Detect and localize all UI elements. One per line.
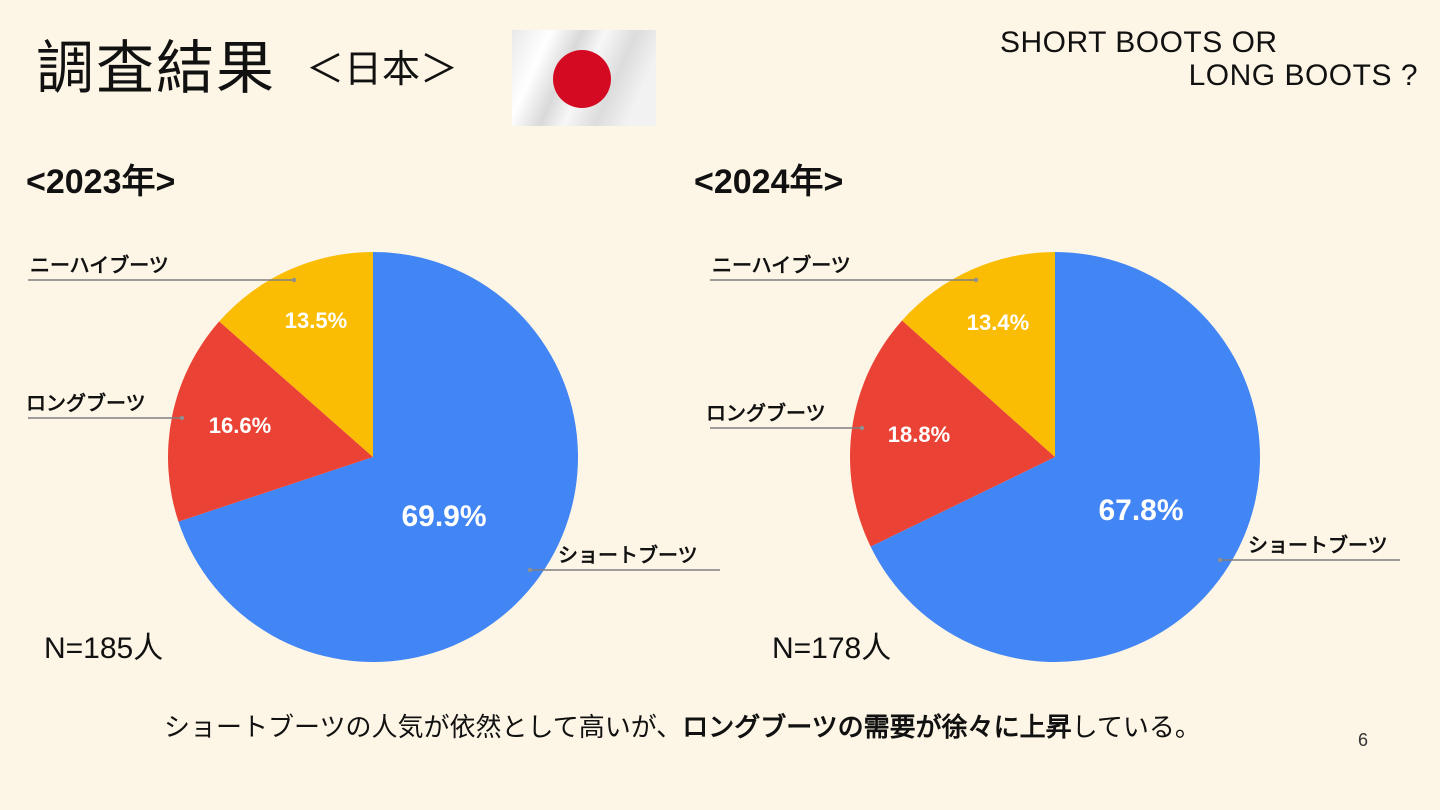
chart-2023-leader-dot-short-boots [527,567,533,573]
chart-2024-percent-short-boots: 67.8% [1098,494,1183,527]
chart-2023-title: <2023年> [26,163,176,201]
chart-2024-slice-knee-high-boots [902,252,1055,457]
chart-2024-slice-long-boots [850,320,1055,547]
chart-2024-title: <2024年> [694,163,844,201]
tagline-line-2: LONG BOOTS ? [1188,59,1418,92]
page-number: 6 [1358,730,1369,750]
chart-2023-label-knee-high-boots: ニーハイブーツ [30,253,169,277]
summary-emphasis: ロングブーツの需要が徐々に上昇 [682,713,1072,743]
chart-2023-sample-size: N=185人 [44,632,164,665]
chart-2024-percent-long-boots: 18.8% [888,422,950,447]
chart-2024-label-short-boots: ショートブーツ [1248,533,1388,557]
chart-2023-slice-long-boots [167,321,373,522]
chart-2023-slice-short-boots [178,252,578,663]
chart-2023-percent-long-boots: 16.6% [209,413,271,438]
chart-2024-leader-dot-knee-high-boots [973,277,979,283]
chart-2024-sample-size: N=178人 [772,632,892,665]
summary-part-1: ショートブーツの人気が依然として高いが、 [164,713,683,743]
chart-2023-label-short-boots: ショートブーツ [558,543,698,567]
chart-2023-percent-short-boots: 69.9% [401,500,486,533]
summary-text: ショートブーツの人気が依然として高いが、ロングブーツの需要が徐々に上昇している。 [164,708,1201,748]
chart-2024-percent-knee-high-boots: 13.4% [967,310,1029,335]
chart-2024-leader-dot-short-boots [1217,557,1223,563]
page-subtitle: ＜日本＞ [306,47,459,91]
chart-2024-leader-dot-long-boots [859,425,865,431]
tagline: SHORT BOOTS OR LONG BOOTS ? [998,26,1418,92]
page-title: 調査結果 [36,34,277,102]
chart-2023-leader-dot-knee-high-boots [291,277,297,283]
chart-2023-percent-knee-high-boots: 13.5% [285,308,347,333]
chart-2024-label-knee-high-boots: ニーハイブーツ [712,253,851,277]
chart-2023-slice-knee-high-boots [219,252,373,457]
chart-2023-leader-dot-long-boots [179,415,185,421]
chart-2024-label-long-boots: ロングブーツ [706,401,826,425]
chart-2024-slice-short-boots [870,252,1261,663]
summary-part-2: している。 [1071,713,1201,743]
chart-2023-label-long-boots: ロングブーツ [26,391,146,415]
japan-flag-icon [512,30,656,126]
tagline-line-1: SHORT BOOTS OR [1000,26,1278,59]
